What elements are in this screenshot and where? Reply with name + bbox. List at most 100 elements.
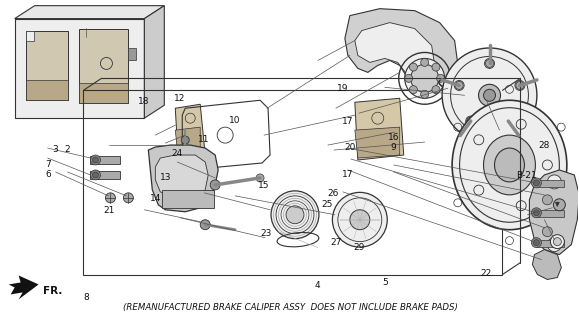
Circle shape (485, 59, 494, 68)
Ellipse shape (452, 100, 567, 230)
Circle shape (554, 238, 562, 246)
Text: 6: 6 (45, 170, 51, 179)
Text: 21: 21 (104, 206, 115, 215)
Circle shape (516, 201, 526, 211)
Polygon shape (25, 80, 68, 100)
Bar (90, 171, 120, 179)
Text: 7: 7 (45, 160, 51, 169)
Text: 14: 14 (150, 194, 161, 203)
Text: 29: 29 (353, 243, 365, 252)
Circle shape (532, 208, 541, 218)
Circle shape (437, 74, 445, 82)
Text: 19: 19 (337, 84, 349, 93)
Text: 10: 10 (229, 116, 240, 125)
Circle shape (210, 180, 220, 190)
Circle shape (432, 63, 440, 71)
Circle shape (551, 235, 565, 249)
Polygon shape (25, 31, 34, 41)
Polygon shape (175, 127, 200, 158)
Polygon shape (355, 98, 404, 160)
Text: 4: 4 (314, 281, 320, 290)
Circle shape (467, 117, 475, 125)
Text: 17: 17 (342, 117, 353, 126)
Polygon shape (345, 9, 457, 90)
Circle shape (474, 185, 484, 195)
Polygon shape (14, 6, 164, 19)
Text: 13: 13 (160, 173, 171, 182)
Ellipse shape (286, 206, 304, 224)
Circle shape (504, 117, 512, 125)
Circle shape (515, 80, 525, 91)
Circle shape (533, 240, 540, 246)
Text: 28: 28 (538, 141, 549, 150)
Polygon shape (144, 6, 164, 118)
Text: 18: 18 (138, 97, 150, 106)
Polygon shape (355, 23, 435, 78)
Circle shape (532, 238, 541, 248)
Circle shape (547, 175, 562, 189)
Circle shape (486, 60, 493, 68)
Text: 24: 24 (171, 149, 182, 158)
Circle shape (543, 195, 552, 205)
Ellipse shape (405, 59, 445, 98)
Text: 3: 3 (53, 145, 58, 154)
Text: 23: 23 (261, 229, 272, 238)
Polygon shape (175, 104, 205, 160)
Circle shape (474, 135, 484, 145)
Ellipse shape (442, 48, 537, 143)
Ellipse shape (483, 89, 496, 101)
Circle shape (181, 136, 189, 144)
Circle shape (543, 227, 552, 237)
Text: 22: 22 (480, 268, 492, 278)
Text: 27: 27 (330, 238, 342, 247)
Text: 12: 12 (174, 94, 185, 103)
Circle shape (90, 170, 100, 180)
Text: (REMANUFACTURED BRAKE CALIPER ASSY  DOES NOT INCLUDE BRAKE PADS): (REMANUFACTURED BRAKE CALIPER ASSY DOES … (123, 303, 457, 312)
Polygon shape (79, 28, 129, 103)
Polygon shape (148, 145, 218, 212)
Ellipse shape (350, 210, 370, 230)
Ellipse shape (494, 148, 525, 182)
Polygon shape (155, 155, 208, 198)
Text: 9: 9 (391, 143, 397, 152)
Text: 17: 17 (342, 170, 353, 179)
Polygon shape (25, 31, 68, 100)
Circle shape (93, 172, 98, 178)
Polygon shape (14, 19, 144, 118)
Text: 15: 15 (258, 181, 269, 190)
Circle shape (409, 63, 417, 71)
Circle shape (516, 82, 524, 89)
Circle shape (543, 160, 552, 170)
Circle shape (405, 74, 413, 82)
Ellipse shape (483, 135, 536, 195)
Ellipse shape (479, 84, 500, 106)
Circle shape (503, 116, 513, 126)
Text: FR.: FR. (43, 286, 63, 296)
Text: 20: 20 (345, 143, 356, 152)
Circle shape (547, 238, 562, 252)
Circle shape (432, 86, 440, 94)
Polygon shape (529, 170, 579, 255)
Text: 8: 8 (83, 292, 89, 301)
Circle shape (200, 220, 210, 230)
Text: 26: 26 (327, 189, 339, 198)
Text: 2: 2 (64, 145, 70, 154)
Circle shape (123, 193, 133, 203)
Circle shape (466, 116, 476, 126)
Circle shape (90, 155, 100, 165)
Circle shape (421, 90, 428, 98)
Circle shape (533, 210, 540, 216)
Circle shape (105, 193, 115, 203)
Circle shape (532, 178, 541, 188)
Circle shape (454, 80, 464, 91)
Circle shape (533, 180, 540, 186)
Ellipse shape (271, 191, 319, 239)
Text: 5: 5 (382, 278, 388, 287)
Ellipse shape (332, 192, 387, 247)
Bar (536, 180, 565, 187)
Polygon shape (9, 276, 39, 300)
Circle shape (93, 157, 98, 163)
Circle shape (409, 86, 417, 94)
Bar (90, 156, 120, 164)
Circle shape (455, 82, 463, 89)
